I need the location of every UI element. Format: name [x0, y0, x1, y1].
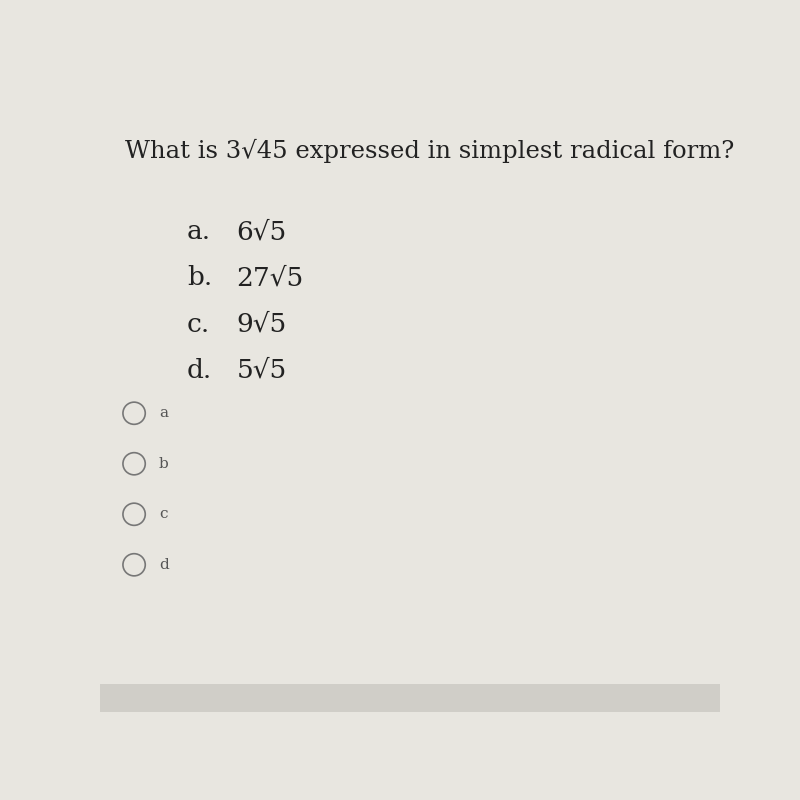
FancyBboxPatch shape	[100, 684, 720, 712]
Text: 6√5: 6√5	[237, 219, 286, 244]
Text: 5√5: 5√5	[237, 358, 286, 382]
Text: What is 3√45 expressed in simplest radical form?: What is 3√45 expressed in simplest radic…	[125, 139, 734, 163]
Text: b: b	[159, 457, 169, 470]
Text: a: a	[159, 406, 168, 420]
Text: d: d	[159, 558, 169, 572]
Text: b.: b.	[187, 266, 212, 290]
Text: c: c	[159, 507, 167, 522]
Text: c.: c.	[187, 311, 210, 337]
Text: a.: a.	[187, 219, 211, 244]
Text: d.: d.	[187, 358, 212, 382]
Text: 27√5: 27√5	[237, 266, 304, 290]
Text: 9√5: 9√5	[237, 311, 286, 337]
